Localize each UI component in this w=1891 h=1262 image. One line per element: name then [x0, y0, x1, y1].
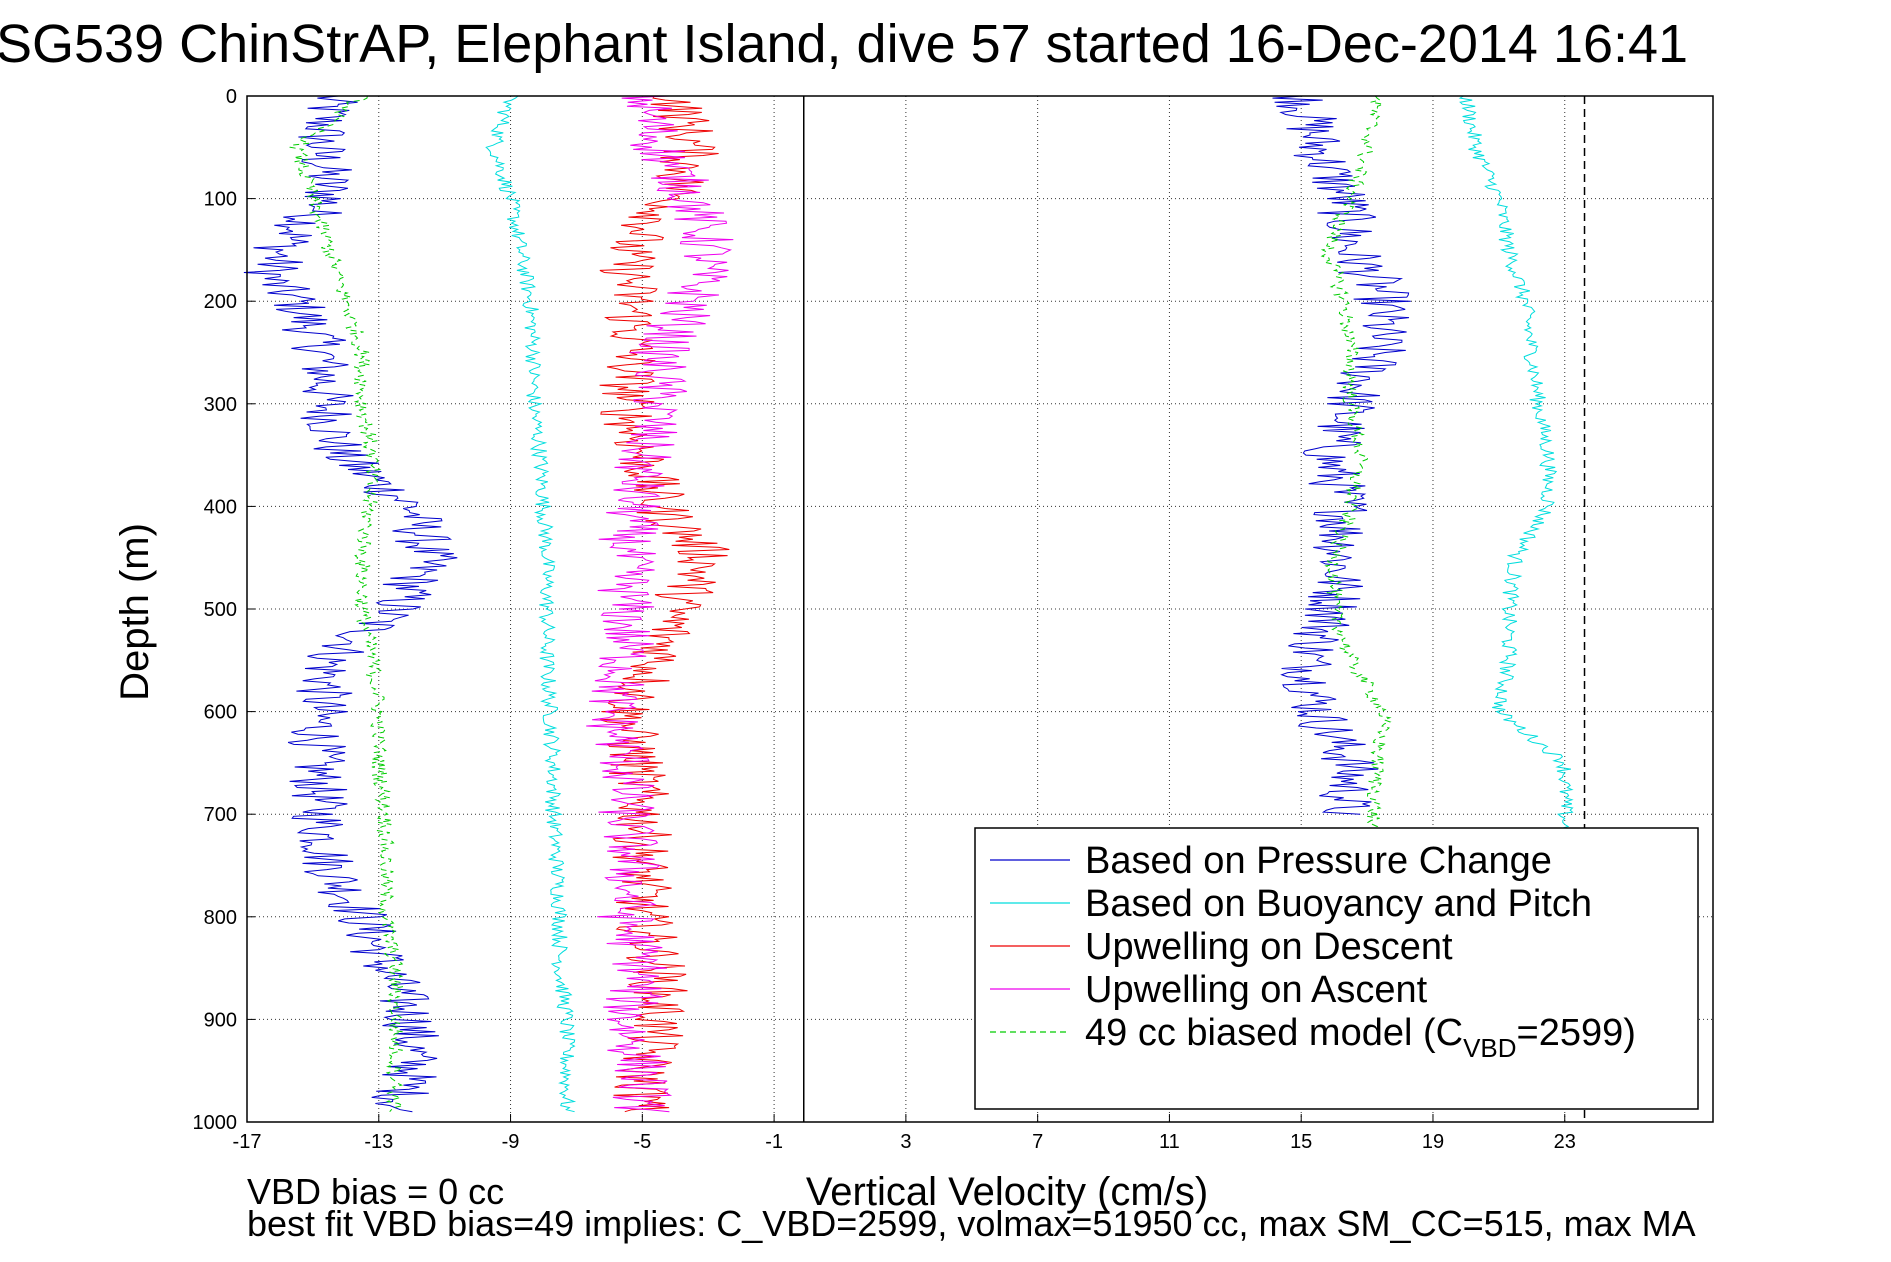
- x-tick-label: 7: [1032, 1131, 1043, 1153]
- x-tick-label: -13: [364, 1131, 393, 1153]
- series-line: [1458, 95, 1575, 866]
- y-axis-label: Depth (m): [113, 523, 157, 701]
- series-3: [599, 95, 730, 1113]
- x-tick-label: -9: [502, 1131, 520, 1153]
- y-tick-label: 400: [204, 496, 237, 518]
- y-tick-labels: 0 100 200 300 400 500 600 700 800 900 1000: [193, 86, 238, 1134]
- x-tick-label: 15: [1290, 1131, 1312, 1153]
- series-line: [485, 95, 577, 1113]
- series-line: [1272, 95, 1411, 815]
- x-tick-label: -5: [633, 1131, 651, 1153]
- legend-box: [974, 827, 1699, 1110]
- y-tick-label: 800: [204, 907, 237, 929]
- series-line: [599, 95, 730, 1113]
- x-tick-label: 19: [1422, 1131, 1444, 1153]
- y-tick-label: 500: [204, 599, 237, 621]
- y-tick-label: 1000: [193, 1112, 238, 1134]
- series-line: [586, 95, 734, 1113]
- x-tick-label: 3: [900, 1131, 911, 1153]
- footer-line-1: VBD bias = 0 cc: [247, 1171, 504, 1212]
- series-5: [289, 95, 1392, 1113]
- y-tick-label: 300: [204, 394, 237, 416]
- series-layer: [243, 95, 1575, 1113]
- reference-lines: [803, 96, 1586, 1122]
- y-tick-label: 900: [204, 1009, 237, 1031]
- x-tick-label: 23: [1554, 1131, 1576, 1153]
- y-tick-label: 600: [204, 702, 237, 724]
- chart-title: SG539 ChinStrAP, Elephant Island, dive 5…: [0, 14, 1688, 74]
- plot-frame: [246, 95, 1714, 1123]
- y-tick-label: 700: [204, 804, 237, 826]
- legend-entry: Upwelling on Descent: [1085, 926, 1453, 968]
- footer-line-2: best fit VBD bias=49 implies: C_VBD=2599…: [247, 1203, 1696, 1244]
- x-axis-label: Vertical Velocity (cm/s): [806, 1170, 1208, 1214]
- x-tick-label: -1: [765, 1131, 783, 1153]
- series-line: [289, 95, 405, 1113]
- series-1: [243, 95, 1411, 1113]
- legend-entry: 49 cc biased model (CVBD=2599): [1085, 1012, 1636, 1063]
- series-4: [586, 95, 734, 1113]
- x-tick-label: -17: [233, 1131, 262, 1153]
- x-tick-label: 11: [1159, 1131, 1180, 1153]
- y-tick-label: 200: [204, 291, 237, 313]
- legend-entry: Upwelling on Ascent: [1085, 969, 1428, 1011]
- y-tick-label: 0: [226, 86, 237, 108]
- series-line: [243, 95, 458, 1113]
- x-tick-labels: -17 -13 -9 -5 -1 3 7 11 15 19 23: [233, 1131, 1576, 1153]
- legend-entry: Based on Buoyancy and Pitch: [1085, 883, 1592, 925]
- y-tick-label: 100: [204, 189, 237, 211]
- series-2: [485, 95, 1575, 1113]
- legend-entry: Based on Pressure Change: [1085, 840, 1552, 882]
- series-line: [1320, 95, 1392, 866]
